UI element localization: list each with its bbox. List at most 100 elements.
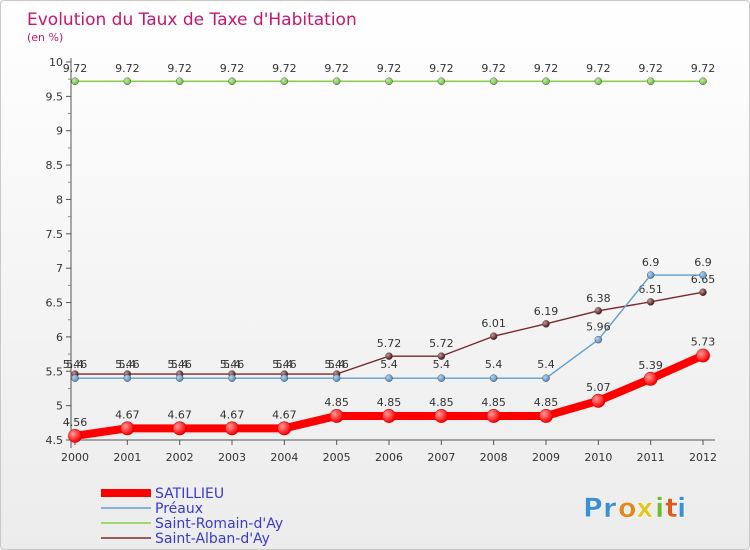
x-tick-label: 2007 xyxy=(427,451,455,464)
data-point-highlight xyxy=(280,77,288,85)
data-point-highlight xyxy=(647,298,655,306)
series-pr-aux: 5.4 5.4 5.4 5.4 5.4 5.4 5.4 5.4 5.4 5.4 5.96 6.9 6.9 xyxy=(66,256,712,382)
data-point-highlight xyxy=(123,374,131,382)
data-label: 5.46 xyxy=(272,358,297,371)
data-label: 4.67 xyxy=(272,408,297,421)
data-label: 5.46 xyxy=(63,358,88,371)
data-label: 5.73 xyxy=(691,335,716,348)
data-point-highlight xyxy=(176,374,184,382)
logo-letter: x xyxy=(636,493,654,524)
data-label: 9.72 xyxy=(272,62,297,75)
data-point-highlight xyxy=(490,332,498,340)
data-label: 4.85 xyxy=(324,396,349,409)
y-tick-label: 5.5 xyxy=(46,365,64,378)
y-tick-label: 6.5 xyxy=(46,297,64,310)
data-point-highlight xyxy=(490,77,498,85)
legend-label: Saint-Romain-d'Ay xyxy=(155,516,283,532)
data-point-highlight xyxy=(437,374,445,382)
data-label: 4.85 xyxy=(534,396,559,409)
data-label: 6.38 xyxy=(586,292,611,305)
data-point-highlight xyxy=(71,77,79,85)
data-point-highlight xyxy=(68,429,82,443)
data-label: 9.72 xyxy=(63,62,88,75)
data-point-highlight xyxy=(487,409,501,423)
legend-label: Saint-Alban-d'Ay xyxy=(155,531,270,547)
data-point-highlight xyxy=(385,374,393,382)
logo-letter: r xyxy=(603,493,617,524)
data-label: 4.67 xyxy=(220,408,245,421)
series-layer: 9.72 9.72 9.72 9.72 9.72 9.72 9.72 9.72 9.72 9.72… xyxy=(63,62,716,443)
data-point-highlight xyxy=(542,77,550,85)
data-point-highlight xyxy=(385,352,393,360)
chart-subtitle: (en %) xyxy=(27,31,63,44)
data-point-highlight xyxy=(647,271,655,279)
data-label: 9.72 xyxy=(220,62,245,75)
data-point-highlight xyxy=(333,77,341,85)
data-label: 6.19 xyxy=(534,305,559,318)
y-tick-label: 5 xyxy=(56,400,63,413)
data-label: 5.4 xyxy=(380,358,398,371)
logo-letter: o xyxy=(618,493,638,524)
data-label: 9.72 xyxy=(377,62,402,75)
data-point-highlight xyxy=(699,288,707,296)
x-tick-label: 2009 xyxy=(532,451,560,464)
data-label: 9.72 xyxy=(638,62,663,75)
data-label: 6.51 xyxy=(638,283,663,296)
data-label: 5.4 xyxy=(328,358,346,371)
y-tick-label: 10 xyxy=(49,56,63,69)
data-point-highlight xyxy=(594,77,602,85)
legend-label: Préaux xyxy=(155,501,203,517)
x-tick-label: 2001 xyxy=(113,451,141,464)
data-label: 5.4 xyxy=(276,358,294,371)
series-satillieu: 4.56 4.67 4.67 4.67 4.67 4.85 4.85 4.85 4.85 4.85… xyxy=(63,335,716,443)
data-label: 5.46 xyxy=(220,358,245,371)
data-label: 5.72 xyxy=(429,337,454,350)
y-tick-label: 7 xyxy=(56,262,63,275)
data-label: 5.46 xyxy=(167,358,192,371)
data-point-highlight xyxy=(176,77,184,85)
data-label: 5.39 xyxy=(638,359,663,372)
data-point-highlight xyxy=(699,271,707,279)
x-tick-label: 2012 xyxy=(689,451,717,464)
data-label: 5.4 xyxy=(485,358,503,371)
data-point-highlight xyxy=(225,421,239,435)
x-tick-label: 2011 xyxy=(637,451,665,464)
data-label: 5.07 xyxy=(586,381,611,394)
data-point-highlight xyxy=(647,77,655,85)
x-tick-label: 2004 xyxy=(270,451,298,464)
data-label: 5.96 xyxy=(586,321,611,334)
data-label: 5.46 xyxy=(324,358,349,371)
x-tick-label: 2010 xyxy=(584,451,612,464)
data-label: 6.65 xyxy=(691,273,716,286)
data-label: 4.85 xyxy=(481,396,506,409)
data-point-highlight xyxy=(280,374,288,382)
y-tick-label: 7.5 xyxy=(46,228,64,241)
y-tick-label: 6 xyxy=(56,331,63,344)
data-point-highlight xyxy=(228,374,236,382)
data-point-highlight xyxy=(333,374,341,382)
data-point-highlight xyxy=(437,77,445,85)
data-point-highlight xyxy=(696,348,710,362)
data-point-highlight xyxy=(542,374,550,382)
data-label: 9.72 xyxy=(167,62,192,75)
data-label: 6.9 xyxy=(642,256,660,269)
data-point-highlight xyxy=(120,421,134,435)
data-label: 5.4 xyxy=(537,358,555,371)
x-tick-label: 2002 xyxy=(166,451,194,464)
data-label: 5.4 xyxy=(171,358,189,371)
y-tick-label: 9.5 xyxy=(46,90,64,103)
data-label: 4.67 xyxy=(115,408,140,421)
data-label: 5.4 xyxy=(223,358,241,371)
y-tick-label: 8.5 xyxy=(46,159,64,172)
data-point-highlight xyxy=(644,372,658,386)
data-point-highlight xyxy=(330,409,344,423)
x-tick-label: 2003 xyxy=(218,451,246,464)
data-point-highlight xyxy=(539,409,553,423)
data-point-highlight xyxy=(437,352,445,360)
data-label: 5.4 xyxy=(66,358,84,371)
logo-letter: i xyxy=(677,493,687,524)
y-tick-label: 9 xyxy=(56,125,63,138)
logo-letter: t xyxy=(665,493,679,524)
